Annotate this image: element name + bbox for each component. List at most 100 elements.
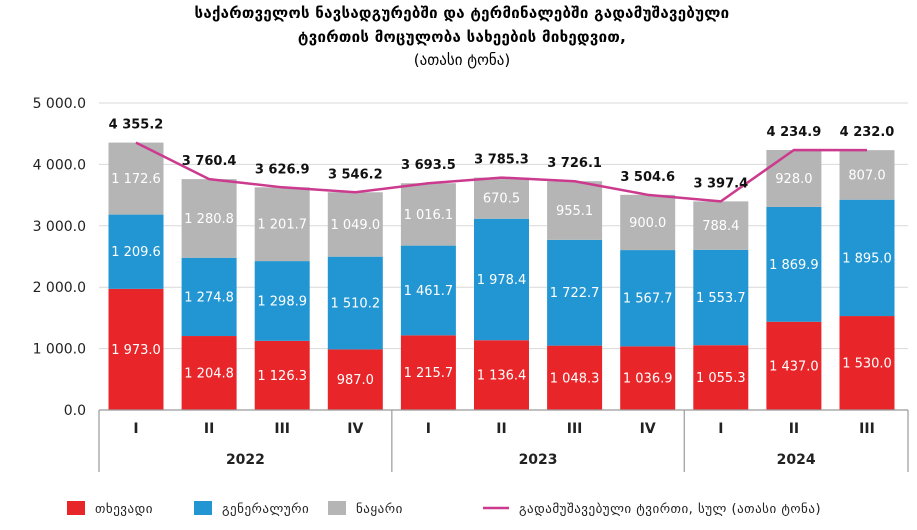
bar-value-label: 1 567.7: [623, 292, 673, 307]
bar-series: [108, 142, 895, 410]
bar-value-label: 1 215.7: [404, 366, 454, 381]
bar-value-label: 1 172.6: [111, 172, 161, 187]
y-tick-label: 3 000.0: [33, 219, 86, 235]
bar-value-label: 670.5: [483, 192, 520, 207]
bar-segment-1: [839, 316, 895, 410]
x-tick-label: III: [274, 421, 290, 437]
total-value-label: 3 626.9: [255, 162, 310, 177]
bar-value-label: 1 201.7: [257, 218, 307, 233]
bar-segment-1: [254, 340, 310, 410]
bar-value-label: 955.1: [556, 204, 593, 219]
bar-value-label: 1 973.0: [111, 343, 161, 358]
x-tick-label: I: [426, 421, 431, 437]
x-group-label: 2023: [519, 452, 558, 468]
bar-value-label: 788.4: [702, 219, 739, 234]
bar-value-label: 1 461.7: [404, 284, 454, 299]
total-line: [135, 141, 868, 203]
bar-segment-3: [620, 194, 676, 251]
bar-data-labels: 1 973.0 1 209.6 1 172.6 1 204.8 1 274.8 1 280…: [111, 168, 892, 388]
bar-segment-2: [327, 256, 383, 350]
x-tick-label: II: [204, 421, 214, 437]
chart-title: საქართველოს ნავსადგურებში და ტერმინალებშ…: [195, 4, 730, 69]
bar-segment-2: [254, 261, 310, 341]
bar-segment-2: [108, 214, 164, 289]
bar-segment-1: [547, 345, 603, 410]
x-tick-label: III: [567, 421, 583, 437]
legend-label: ნაყარი: [356, 502, 403, 517]
bar-segment-3: [474, 177, 529, 219]
legend-label: გადამუშავებული ტვირთი, სულ (ათასი ტონა): [519, 502, 821, 517]
total-value-label: 3 546.2: [328, 167, 383, 182]
bar-value-label: 1 136.4: [477, 369, 527, 384]
bar-value-label: 900.0: [629, 216, 666, 231]
x-tick-label: II: [789, 421, 799, 437]
legend-swatch: [328, 501, 346, 515]
bar-segment-3: [693, 201, 749, 250]
bar-segment-3: [766, 149, 822, 207]
x-tick-label: III: [859, 421, 875, 437]
bar-value-label: 1 298.9: [257, 294, 307, 309]
total-value-label: 3 693.5: [401, 158, 456, 173]
bar-segment-1: [693, 345, 749, 410]
x-group-label: 2022: [226, 452, 265, 468]
total-value-label: 3 726.1: [547, 156, 602, 171]
y-axis-ticks: 0.0 1 000.0 2 000.0 3 000.0 4 000.0 5 000.0: [33, 96, 86, 419]
bar-segment-3: [400, 183, 456, 246]
bar-segment-2: [474, 218, 529, 341]
bar-value-label: 1 722.7: [550, 286, 600, 301]
bar-segment-1: [181, 336, 237, 410]
bar-segment-1: [400, 335, 456, 410]
legend: თხევადი გენერალური ნაყარი გადამუშავებული ტვ…: [67, 501, 821, 517]
total-value-label: 4 234.9: [767, 125, 822, 140]
bar-value-label: 1 437.0: [769, 359, 819, 374]
bar-value-label: 807.0: [848, 168, 885, 183]
bar-segment-1: [474, 340, 529, 410]
x-tick-label: I: [718, 421, 723, 437]
bar-value-label: 1 016.1: [404, 208, 454, 223]
bar-value-label: 1 510.2: [330, 297, 380, 312]
legend-swatch: [194, 501, 212, 515]
total-line-series: [135, 141, 868, 203]
bar-value-label: 987.0: [337, 373, 374, 388]
x-tick-label: IV: [347, 421, 363, 437]
bar-value-label: 928.0: [775, 172, 812, 187]
x-tick-label: IV: [640, 421, 656, 437]
bar-segment-3: [181, 179, 237, 258]
bar-segment-2: [400, 245, 456, 336]
bar-value-label: 1 048.3: [550, 371, 600, 386]
chart-title-line-1: საქართველოს ნავსადგურებში და ტერმინალებშ…: [195, 4, 730, 22]
bar-segment-2: [839, 199, 895, 317]
bar-segment-1: [620, 346, 676, 410]
bar-value-label: 1 204.8: [184, 367, 234, 382]
chart-title-line-2: ტვირთის მოცულობა სახეების მიხედვით,: [298, 28, 626, 46]
total-value-label: 3 785.3: [474, 153, 529, 168]
bar-value-label: 1 049.0: [330, 218, 380, 233]
bar-value-label: 1 280.8: [184, 212, 234, 227]
chart-subtitle: (ათასი ტონა): [414, 51, 510, 69]
total-data-labels: 4 355.2 3 760.4 3 626.9 3 546.2 3 693.5 3 785…: [109, 118, 895, 192]
legend-swatch: [67, 501, 85, 515]
bar-segment-3: [327, 192, 383, 257]
x-tick-label: I: [133, 421, 138, 437]
bar-segment-1: [766, 321, 822, 410]
x-tick-label: II: [496, 421, 506, 437]
bar-value-label: 1 530.0: [842, 357, 892, 372]
bar-segment-1: [327, 349, 383, 410]
y-tick-label: 0.0: [64, 403, 86, 419]
bar-segment-2: [620, 250, 676, 347]
y-tick-label: 1 000.0: [33, 342, 86, 358]
bar-value-label: 1 209.6: [111, 245, 161, 260]
bar-segment-3: [254, 187, 310, 262]
total-value-label: 4 355.2: [109, 118, 164, 133]
bar-segment-1: [108, 288, 164, 410]
legend-label: თხევადი: [95, 502, 153, 517]
bar-value-label: 1 055.3: [696, 371, 746, 386]
bar-value-label: 1 978.4: [477, 273, 527, 288]
bar-segment-3: [839, 150, 895, 200]
legend-label: გენერალური: [222, 502, 309, 517]
bar-value-label: 1 553.7: [696, 291, 746, 306]
bar-value-label: 1 869.9: [769, 258, 819, 273]
bar-segment-2: [181, 257, 237, 337]
